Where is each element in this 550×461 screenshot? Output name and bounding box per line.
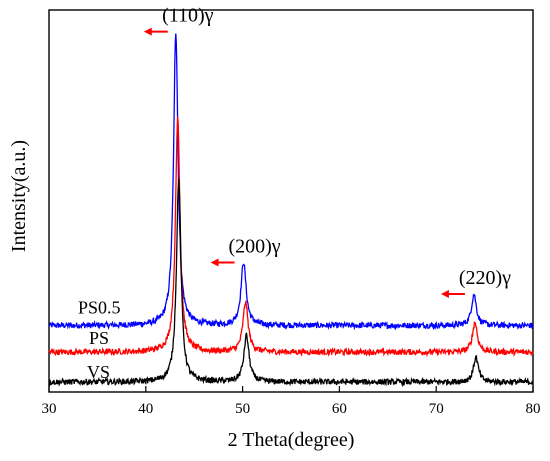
y-axis-title: Intensity(a.u.)	[8, 140, 30, 252]
x-axis-title: 2 Theta(degree)	[228, 429, 355, 451]
x-tick-label: 80	[526, 401, 541, 417]
series-label-ps: PS	[89, 328, 109, 348]
peak-arrow-head	[143, 27, 152, 36]
x-ticks: 30 40 50 60 70 80	[42, 386, 541, 417]
peak-label: (110)γ	[162, 5, 214, 27]
x-tick-label: 70	[429, 401, 444, 417]
series-line-vs	[48, 178, 534, 388]
peak-arrow-head	[210, 258, 219, 267]
series-line-ps0-5	[48, 33, 534, 331]
annotations-group: (110)γ (200)γ (220)γ	[143, 5, 511, 299]
x-tick-label: 30	[42, 401, 57, 417]
series-label-ps0-5: PS0.5	[78, 298, 121, 318]
series-line-ps	[48, 116, 534, 358]
peak-arrow-head	[440, 290, 449, 299]
peak-label: (200)γ	[228, 235, 280, 257]
series-label-vs: VS	[87, 362, 110, 382]
series-labels-group: PS0.5 PS VS	[78, 298, 121, 382]
peak-label: (220)γ	[459, 267, 511, 289]
plot-frame	[48, 9, 534, 393]
series-group	[48, 33, 534, 388]
x-tick-label: 60	[332, 401, 347, 417]
x-tick-label: 50	[235, 401, 250, 417]
x-tick-label: 40	[138, 401, 153, 417]
